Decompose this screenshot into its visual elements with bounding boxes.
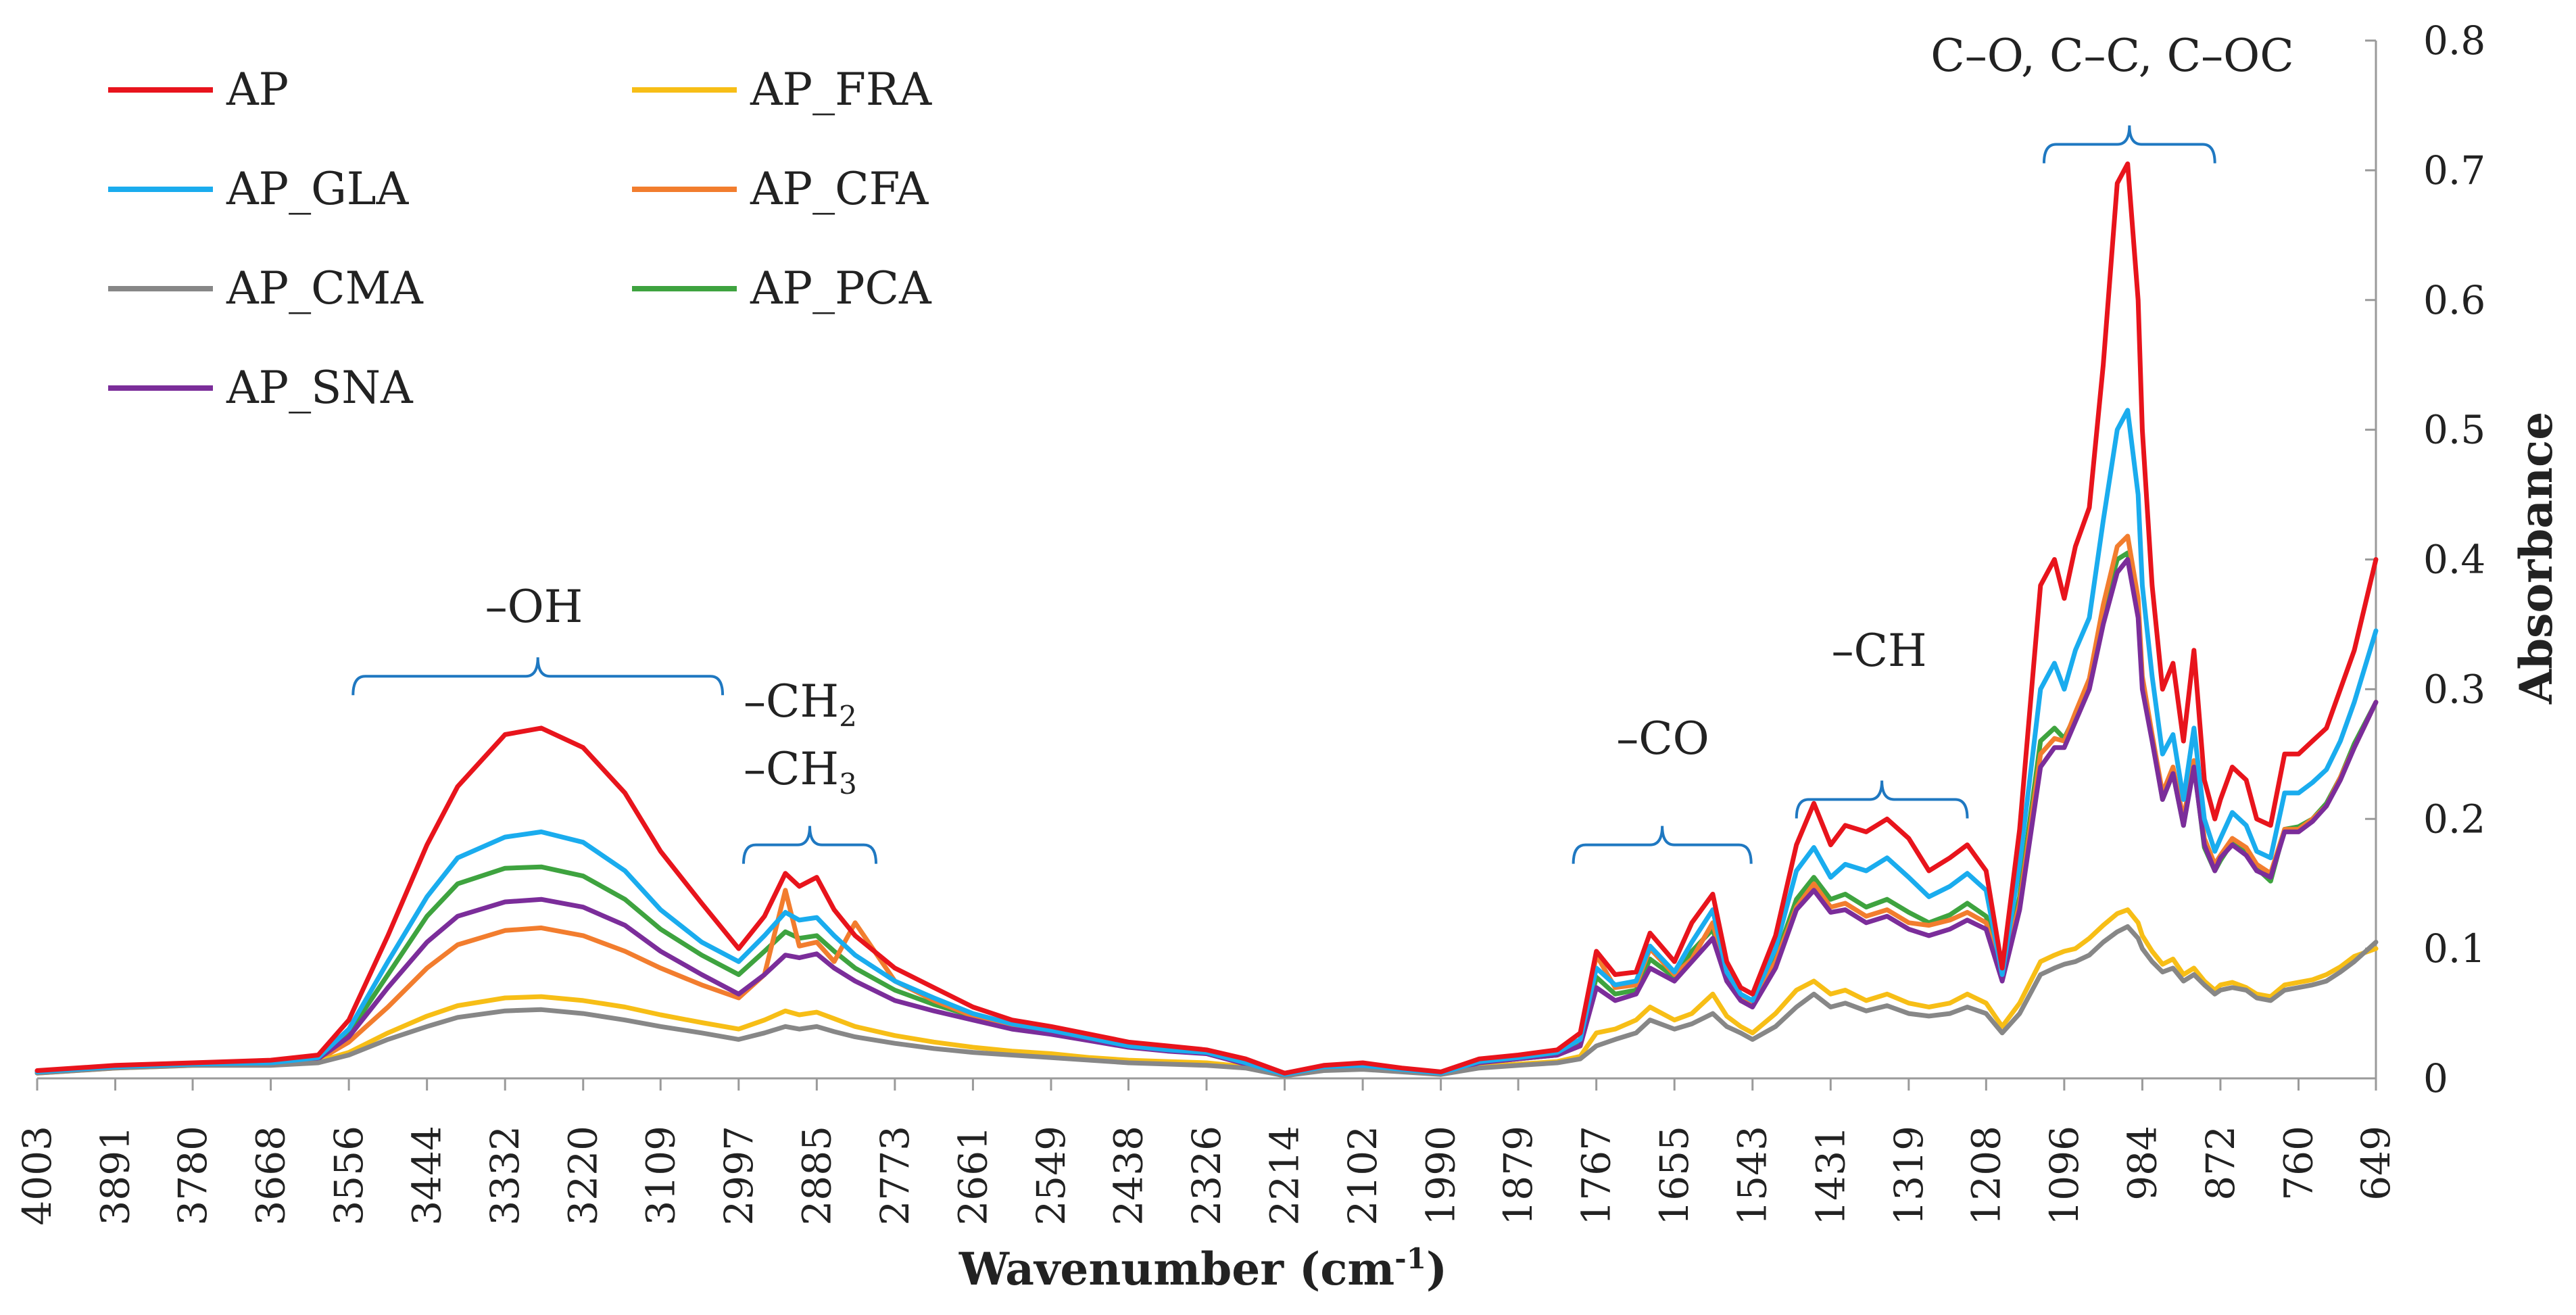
x-tick-label: 2661	[950, 1126, 996, 1226]
bracket-ch	[1795, 780, 1969, 819]
x-tick-label: 3220	[560, 1126, 606, 1226]
bracket-ch2-ch3	[742, 826, 878, 864]
annotation-ch2-sub: 2	[839, 700, 857, 733]
legend-label-ap-sna: AP_SNA	[226, 362, 414, 414]
x-tick-label: 1990	[1418, 1126, 1464, 1226]
legend-label-ap-cfa: AP_CFA	[750, 163, 929, 215]
y-tick-label: 0.3	[2423, 666, 2485, 712]
legend: AP AP_FRA AP_GLA AP_CFA AP_CMA AP_PCA AP…	[108, 64, 933, 414]
series-line-ap-fra	[34, 907, 2379, 1078]
x-tick-group: 4003 3891 3780 3668 3556 3444 3332 3220 3109 2997…	[14, 1078, 2399, 1226]
legend-label-ap-fra: AP_FRA	[750, 64, 933, 116]
x-axis-title-suffix: )	[1426, 1243, 1447, 1295]
y-tick-label: 0.1	[2423, 926, 2485, 972]
x-tick-label: 1431	[1807, 1126, 1853, 1226]
bracket-oh	[351, 657, 725, 696]
series-line-ap-gla	[34, 408, 2379, 1077]
x-tick-label: 3332	[482, 1126, 528, 1226]
x-tick-label: 2102	[1340, 1126, 1386, 1226]
x-tick-label: 649	[2353, 1126, 2399, 1201]
x-tick-label: 760	[2275, 1126, 2321, 1201]
x-tick-label: 1543	[1730, 1126, 1776, 1226]
x-tick-label: 3444	[404, 1126, 450, 1226]
x-tick-label: 3668	[248, 1126, 294, 1226]
series-lines	[34, 161, 2379, 1078]
x-tick-label: 2885	[794, 1126, 840, 1226]
bracket-co	[1572, 826, 1753, 864]
x-tick-label: 3891	[93, 1126, 139, 1226]
y-tick-label: 0.7	[2423, 147, 2485, 193]
x-tick-label: 3109	[637, 1126, 683, 1226]
annotation-ch2: –CH2	[744, 675, 857, 733]
legend-label-ap-pca: AP_PCA	[750, 262, 932, 314]
annotation-c-o-c-c-c-oc: C–O, C–C, C–OC	[1930, 30, 2293, 82]
annotation-ch3-main: –CH	[744, 743, 839, 795]
annotation-ch3-sub: 3	[839, 767, 857, 800]
x-tick-label: 872	[2197, 1126, 2243, 1201]
annotation-co: –CO	[1616, 713, 1709, 765]
x-axis-title-sup: -1	[1394, 1242, 1426, 1275]
x-axis-title-main: Wavenumber (cm	[958, 1243, 1394, 1295]
x-tick-label: 2438	[1105, 1126, 1151, 1226]
bracket-c-o-c-c-c-oc	[2042, 125, 2216, 164]
y-axis-title: Absorbance	[2510, 412, 2562, 704]
x-tick-label: 2214	[1262, 1126, 1308, 1226]
annotation-ch: –CH	[1831, 625, 1926, 677]
x-axis-title: Wavenumber (cm-1)	[958, 1242, 1447, 1295]
y-tick-label: 0	[2423, 1055, 2448, 1101]
x-tick-label: 1655	[1651, 1126, 1697, 1226]
x-tick-label: 1319	[1886, 1126, 1932, 1226]
x-tick-label: 3780	[170, 1126, 216, 1226]
legend-label-ap-gla: AP_GLA	[226, 163, 410, 215]
annotation-ch3: –CH3	[744, 743, 857, 800]
x-tick-label: 1767	[1574, 1126, 1620, 1226]
y-tick-label: 0.2	[2423, 796, 2485, 842]
annotation-oh: –OH	[485, 581, 583, 633]
y-tick-label: 0.4	[2423, 537, 2485, 583]
y-tick-label: 0.8	[2423, 18, 2485, 64]
annotation-brackets	[351, 125, 2216, 864]
y-tick-label: 0.5	[2423, 407, 2485, 453]
legend-label-ap-cma: AP_CMA	[226, 262, 424, 314]
x-tick-label: 2549	[1028, 1126, 1074, 1226]
x-tick-label: 3556	[326, 1126, 372, 1226]
x-tick-label: 1096	[2041, 1126, 2087, 1226]
x-tick-label: 2997	[716, 1126, 762, 1226]
x-tick-label: 4003	[14, 1126, 60, 1226]
y-tick-group: 0 0.1 0.2 0.3 0.4 0.5 0.6 0.7 0.8	[2365, 18, 2485, 1101]
series-line-ap-cma	[34, 924, 2379, 1078]
series-line-ap-sna	[34, 557, 2379, 1077]
annotation-ch2-main: –CH	[744, 675, 839, 727]
x-tick-label: 2773	[872, 1126, 918, 1226]
x-tick-label: 984	[2119, 1126, 2165, 1201]
legend-label-ap: AP	[226, 64, 289, 116]
x-tick-label: 1879	[1495, 1126, 1541, 1226]
x-tick-label: 1208	[1963, 1126, 2009, 1226]
y-tick-label: 0.6	[2423, 277, 2485, 323]
series-line-ap	[34, 161, 2379, 1076]
x-tick-label: 2326	[1184, 1126, 1230, 1226]
